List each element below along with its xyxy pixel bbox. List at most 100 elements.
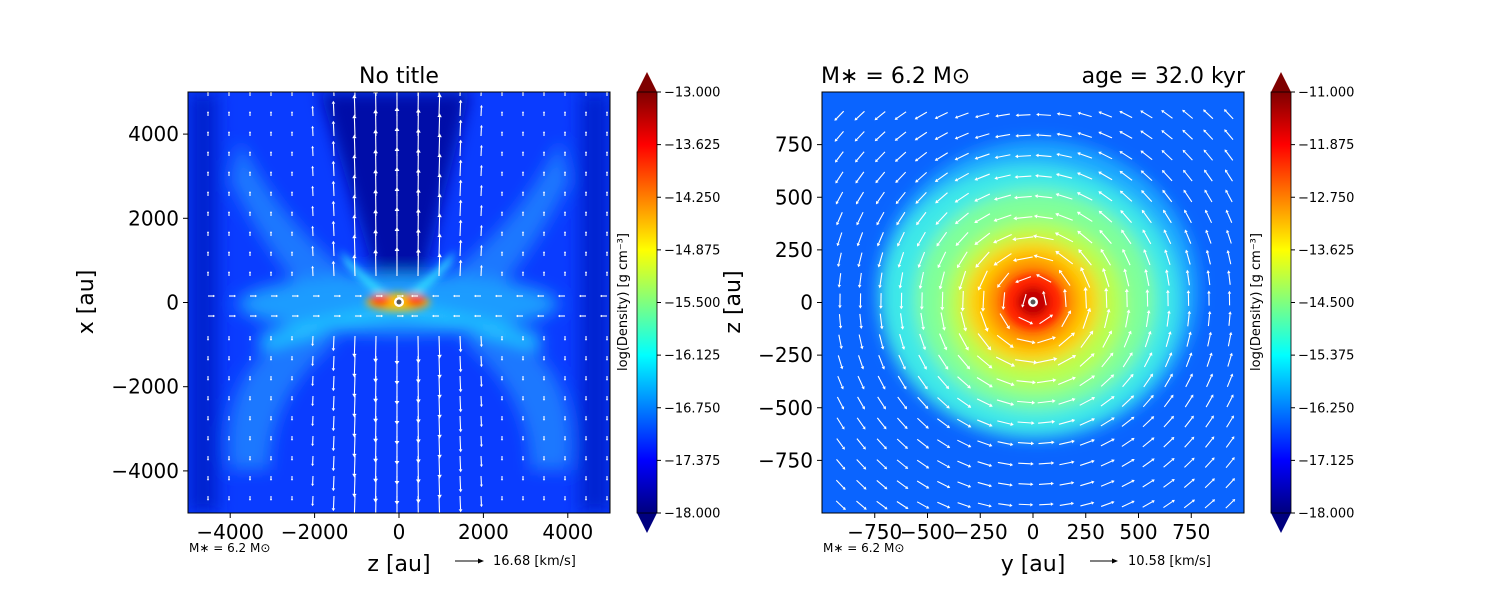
velocity-arrow-head [1054,232,1059,237]
velocity-arrow-head [935,221,940,225]
velocity-arrow [1059,461,1072,466]
velocity-arrow-head [500,499,504,501]
velocity-arrow-head [500,251,504,253]
velocity-arrow [332,163,335,177]
velocity-arrow-head [923,366,927,370]
velocity-arrow-head [1131,437,1135,442]
colorbar-tick-label: −13.625 [1298,243,1354,258]
y-tick-label: −500 [758,396,813,420]
velocity-arrow-head [563,231,567,233]
velocity-arrow [838,273,842,285]
velocity-arrow-head [500,359,504,361]
velocity-arrow [1142,131,1153,140]
velocity-arrow [1036,358,1054,364]
velocity-arrow-head [903,386,907,390]
velocity-arrow-head [1083,286,1088,291]
velocity-arrow-head [1033,214,1038,219]
velocity-arrow [459,435,462,450]
velocity-arrow-head [515,314,518,318]
velocity-arrow [1121,439,1133,447]
velocity-arrow [1037,337,1053,344]
velocity-arrow [1225,438,1234,448]
velocity-arrow-head [1203,129,1207,133]
velocity-arrow-head [458,509,463,513]
velocity-arrow-head [1191,499,1195,503]
velocity-arrow [857,396,864,408]
velocity-arrow-head [1077,111,1081,116]
velocity-arrow-head [563,251,567,253]
velocity-arrow [332,143,335,157]
velocity-arrow-head [1211,436,1215,440]
velocity-arrow [1166,313,1170,327]
velocity-arrow-head [542,271,546,273]
velocity-arrow [957,132,969,139]
velocity-arrow [999,313,1009,327]
velocity-arrow [1206,355,1212,367]
velocity-arrow [998,272,1010,286]
velocity-arrow [876,171,886,182]
velocity-arrow-head [206,439,210,441]
velocity-arrow-head [1182,149,1186,154]
velocity-arrow [876,131,886,140]
velocity-arrow-head [1211,457,1215,461]
velocity-arrow-head [227,251,231,253]
velocity-arrow [995,356,1013,366]
velocity-arrow [1079,355,1093,367]
velocity-arrow-head [916,221,920,226]
velocity-arrow-head [1151,479,1155,483]
velocity-arrow [353,178,356,197]
velocity-arrow [896,438,907,448]
velocity-arrow [899,272,904,286]
velocity-arrow [1017,400,1032,404]
velocity-arrow-head [914,137,919,141]
velocity-arrow-head [875,200,880,205]
velocity-arrow [876,417,886,428]
velocity-arrow [1143,375,1152,388]
velocity-arrow [1043,293,1047,306]
velocity-arrow [858,334,863,347]
velocity-arrow-head [1204,169,1208,173]
colorbar-tick-label: −14.250 [664,191,720,206]
velocity-arrow [920,271,924,287]
velocity-arrow-head [1227,290,1232,294]
velocity-arrow-head [1098,210,1103,215]
velocity-arrow [353,238,356,257]
velocity-arrow-head [373,249,378,254]
velocity-arrow [982,290,985,309]
velocity-arrow [876,111,886,119]
x-tick-label: 0 [393,520,406,544]
velocity-arrow [1102,251,1111,266]
velocity-arrow-head [875,179,879,184]
velocity-arrow-head [840,366,844,370]
velocity-arrow-head [605,399,609,401]
velocity-arrow-head [1035,153,1039,158]
velocity-arrow-head [415,108,421,113]
velocity-arrow-head [234,314,237,318]
velocity-arrow-head [1204,209,1209,213]
velocity-arrow-head [1122,248,1126,253]
velocity-arrow-head [290,151,294,153]
velocity-arrow-head [894,116,898,120]
velocity-arrow [1163,396,1173,408]
velocity-arrow-head [1150,416,1155,420]
velocity-arrow [1079,419,1093,426]
velocity-arrow-head [1131,458,1135,463]
velocity-arrow-head [373,209,378,214]
velocity-arrow-head [1126,309,1131,313]
velocity-arrow-head [381,294,384,298]
velocity-arrow [1226,375,1233,388]
velocity-arrow-head [479,424,483,428]
velocity-arrow-head [206,251,210,253]
velocity-arrow [937,397,948,407]
right-xlabel: y [au] [1001,552,1066,577]
velocity-arrow-head [206,111,210,113]
velocity-arrow-head [942,327,946,331]
velocity-arrow [1079,153,1093,159]
velocity-arrow-head [415,148,421,153]
velocity-arrow [1100,397,1113,407]
velocity-arrow [1039,315,1051,325]
velocity-arrow [1163,191,1173,203]
velocity-arrow-head [834,117,838,121]
velocity-arrow-head [993,239,998,244]
velocity-arrow-head [290,271,294,273]
